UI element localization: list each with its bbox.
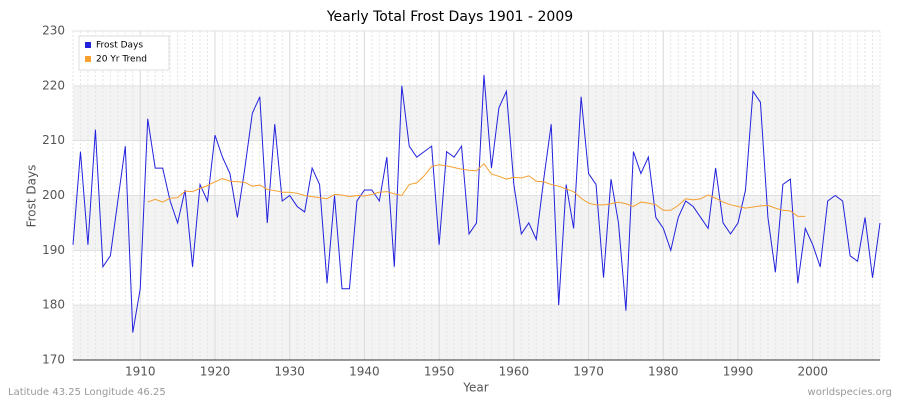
x-tick-label: 1970: [573, 365, 604, 379]
x-tick-label: 1940: [349, 365, 380, 379]
y-tick-label: 220: [42, 78, 65, 92]
y-tick-label: 170: [42, 353, 65, 367]
legend-box: [78, 35, 170, 71]
x-tick-label: 1920: [200, 365, 231, 379]
footer-right: worldspecies.org: [808, 387, 892, 398]
x-tick-label: 1910: [125, 365, 156, 379]
y-tick-label: 230: [42, 24, 65, 38]
x-tick-label: 1950: [424, 365, 455, 379]
series-line: [72, 74, 881, 333]
legend-swatch: [85, 56, 91, 62]
y-tick-label: 180: [42, 298, 65, 312]
legend-label: 20 Yr Trend: [96, 55, 147, 65]
legend-label: Frost Days: [96, 41, 143, 51]
footer-left: Latitude 43.25 Longitude 46.25: [8, 387, 166, 398]
y-tick-label: 210: [42, 133, 65, 147]
chart-title: Yearly Total Frost Days 1901 - 2009: [326, 9, 573, 25]
y-tick-label: 190: [42, 243, 65, 257]
x-tick-label: 1990: [723, 365, 754, 379]
x-tick-label: 1960: [499, 365, 530, 379]
x-axis-label: Year: [462, 381, 488, 395]
x-tick-label: 2000: [797, 365, 828, 379]
series-line: [147, 162, 806, 217]
legend-swatch: [85, 42, 91, 48]
x-tick-label: 1980: [648, 365, 679, 379]
y-axis-label: Frost Days: [25, 165, 39, 228]
y-tick-label: 200: [42, 188, 65, 202]
x-tick-label: 1930: [274, 365, 305, 379]
